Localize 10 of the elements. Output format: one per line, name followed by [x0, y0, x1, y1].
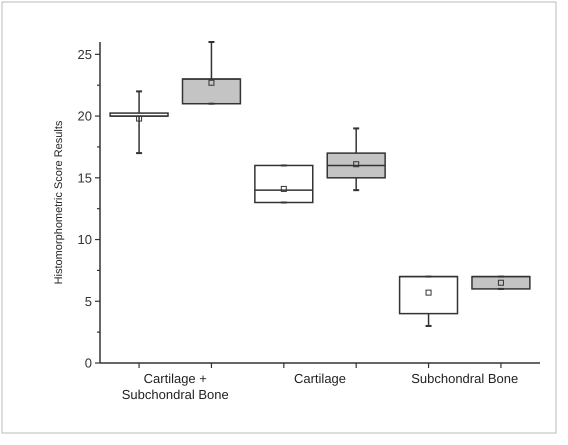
- y-axis-title: Histomorphometric Score Results: [53, 120, 65, 284]
- y-tick-label: 0: [84, 356, 92, 371]
- y-tick-label: 5: [84, 294, 92, 309]
- x-tick-label: Cartilage + Subchondral Bone: [122, 371, 229, 402]
- x-tick-label: Cartilage: [294, 371, 346, 386]
- y-tick-label: 10: [78, 232, 92, 248]
- y-tick-label: 20: [78, 108, 92, 124]
- y-tick-label: 25: [78, 46, 92, 62]
- x-tick-label: Subchondral Bone: [411, 371, 518, 386]
- y-tick-label: 15: [78, 170, 92, 186]
